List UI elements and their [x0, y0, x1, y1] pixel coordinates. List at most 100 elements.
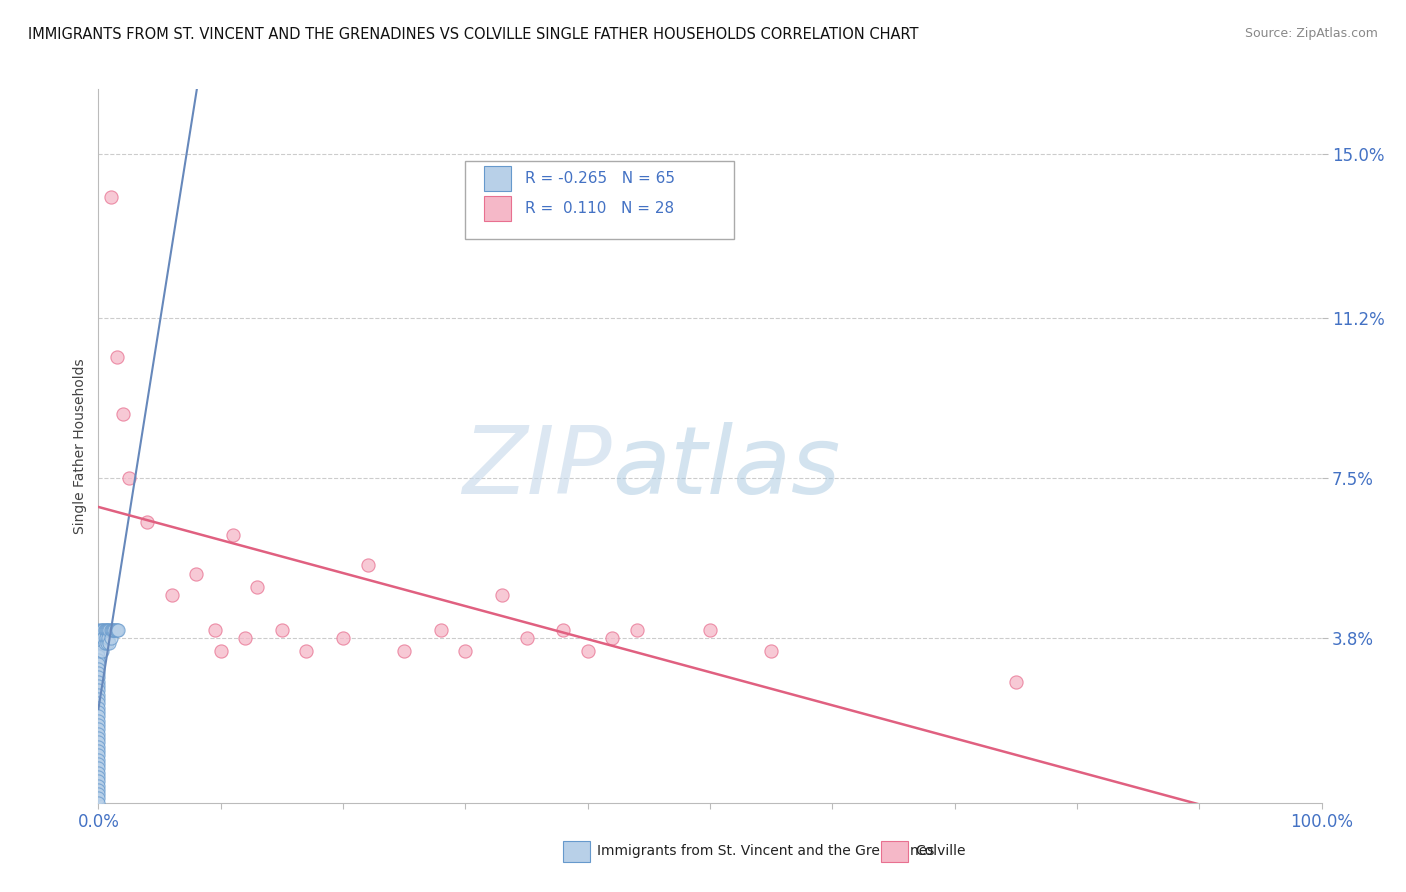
Text: Colville: Colville [915, 845, 966, 858]
Point [87, 714, 110, 728]
Point [87, 632, 110, 646]
Text: ZIP: ZIP [463, 422, 612, 513]
Point [87, 726, 110, 740]
Point [97, 623, 120, 637]
Point [87, 796, 110, 810]
Point [87, 723, 110, 737]
Point [270, 623, 294, 637]
Text: atlas: atlas [612, 422, 841, 513]
Point [91, 632, 114, 646]
Point [222, 527, 245, 541]
Point [87, 748, 110, 763]
Point [97, 632, 120, 646]
Point [356, 558, 378, 572]
Point [454, 644, 477, 658]
Point [107, 623, 129, 637]
Point [87, 648, 110, 663]
Point [553, 623, 575, 637]
Point [100, 190, 122, 204]
Point [295, 644, 318, 658]
Point [626, 623, 648, 637]
Point [94, 623, 117, 637]
Point [105, 623, 128, 637]
FancyBboxPatch shape [484, 195, 510, 221]
Point [98, 636, 121, 650]
Point [87, 787, 110, 801]
Point [87, 731, 110, 745]
Point [87, 640, 110, 654]
Point [209, 644, 232, 658]
Point [87, 705, 110, 719]
Point [87, 683, 110, 698]
Point [91, 623, 114, 637]
Point [87, 709, 110, 723]
Point [87, 782, 110, 797]
Point [761, 644, 783, 658]
Point [91, 636, 114, 650]
Point [93, 636, 115, 650]
Point [118, 471, 141, 485]
Point [87, 696, 110, 710]
Point [91, 644, 114, 658]
Point [87, 679, 110, 693]
Point [699, 623, 721, 637]
Point [87, 744, 110, 758]
Point [93, 623, 115, 637]
Point [87, 688, 110, 702]
Point [332, 632, 354, 646]
Point [87, 636, 110, 650]
Point [100, 623, 122, 637]
Point [87, 739, 110, 754]
Point [87, 753, 110, 767]
Point [96, 623, 118, 637]
Point [90, 623, 112, 637]
Point [91, 623, 114, 637]
Point [101, 623, 124, 637]
Point [233, 632, 256, 646]
Point [87, 765, 110, 780]
Point [104, 623, 127, 637]
Point [87, 756, 110, 771]
Y-axis label: Single Father Households: Single Father Households [73, 359, 87, 533]
Point [87, 774, 110, 789]
Point [204, 623, 226, 637]
Point [136, 515, 159, 529]
Point [100, 632, 122, 646]
Point [87, 623, 110, 637]
Point [87, 718, 110, 732]
Point [98, 623, 121, 637]
Point [87, 674, 110, 689]
Point [87, 653, 110, 667]
Point [94, 632, 117, 646]
Text: R = -0.265   N = 65: R = -0.265 N = 65 [526, 171, 675, 186]
Text: Source: ZipAtlas.com: Source: ZipAtlas.com [1244, 27, 1378, 40]
Text: IMMIGRANTS FROM ST. VINCENT AND THE GRENADINES VS COLVILLE SINGLE FATHER HOUSEHO: IMMIGRANTS FROM ST. VINCENT AND THE GREN… [28, 27, 918, 42]
Point [103, 623, 125, 637]
Point [87, 666, 110, 681]
Point [111, 407, 134, 421]
FancyBboxPatch shape [564, 840, 591, 862]
Point [87, 735, 110, 749]
Point [87, 700, 110, 714]
Point [87, 662, 110, 676]
Point [87, 670, 110, 684]
FancyBboxPatch shape [484, 166, 510, 191]
Point [87, 657, 110, 672]
Point [87, 779, 110, 793]
Point [430, 623, 453, 637]
Point [576, 644, 599, 658]
Point [600, 632, 623, 646]
Point [87, 692, 110, 706]
Point [87, 791, 110, 805]
Point [87, 644, 110, 658]
Point [87, 761, 110, 775]
Text: Immigrants from St. Vincent and the Grenadines: Immigrants from St. Vincent and the Gren… [598, 845, 935, 858]
FancyBboxPatch shape [882, 840, 908, 862]
Point [87, 770, 110, 784]
Point [392, 644, 416, 658]
Point [96, 636, 118, 650]
Point [186, 566, 208, 581]
Point [515, 632, 537, 646]
Point [105, 351, 128, 365]
Point [90, 632, 112, 646]
